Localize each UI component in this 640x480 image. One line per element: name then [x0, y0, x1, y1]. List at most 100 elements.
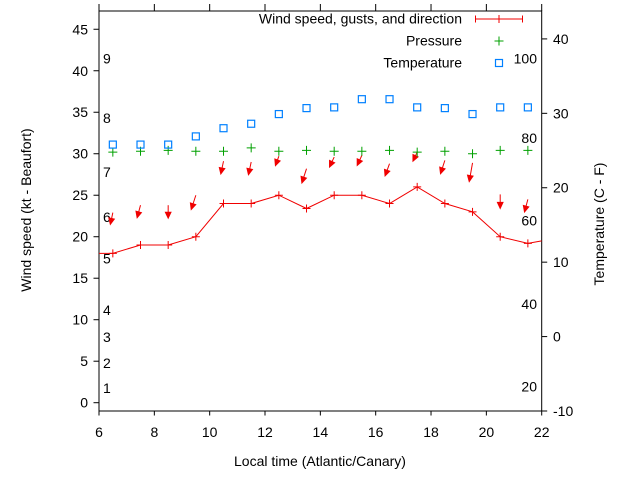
- wind-speed-point: [385, 199, 394, 208]
- y-left-tick-label: 40: [72, 63, 88, 79]
- y-left-tick-label: 5: [80, 353, 88, 369]
- y-left-tick-label: 25: [72, 187, 88, 203]
- y-right-tick-label: 30: [553, 105, 569, 121]
- x-tick-label: 16: [368, 424, 384, 440]
- beaufort-scale-label: 9: [103, 50, 111, 66]
- pressure-point: [329, 146, 339, 156]
- y-right-tick-label: -10: [553, 403, 573, 419]
- fahrenheit-scale-label: 40: [521, 296, 537, 312]
- pressure-point: [246, 143, 256, 153]
- y-left-axis-title: Wind speed (kt - Beaufort): [18, 128, 34, 291]
- plot-border: [98, 10, 543, 412]
- temperature-point: [164, 140, 173, 149]
- legend-sample-pressure: [494, 36, 504, 46]
- beaufort-scale-label: 2: [103, 355, 111, 371]
- y-left-tick-label: 10: [72, 312, 88, 328]
- pressure-point: [440, 146, 450, 156]
- x-tick-label: 10: [202, 424, 218, 440]
- pressure-point: [163, 145, 173, 155]
- wind-gust-arrow-head: [522, 204, 530, 214]
- temperature-point: [357, 95, 366, 104]
- wind-gust-arrow-head: [108, 217, 116, 226]
- x-tick-label: 22: [534, 424, 550, 440]
- pressure-point: [385, 145, 395, 155]
- wind-speed-point: [274, 191, 283, 200]
- x-tick-label: 18: [423, 424, 439, 440]
- wind-speed-point: [108, 249, 117, 258]
- y-left-tick-label: 20: [72, 229, 88, 245]
- pressure-point: [495, 145, 505, 155]
- temperature-point: [496, 103, 505, 112]
- wind-speed-point: [413, 182, 422, 191]
- fahrenheit-scale-label: 100: [514, 50, 538, 66]
- temperature-point: [191, 132, 200, 141]
- temperature-point: [302, 104, 311, 113]
- temperature-point: [523, 103, 532, 112]
- wind-gust-arrow-head: [466, 174, 474, 183]
- temperature-point: [330, 103, 339, 112]
- x-tick-label: 6: [95, 424, 103, 440]
- pressure-point: [219, 146, 229, 156]
- temperature-point: [247, 119, 256, 128]
- y-right-axis-title: Temperature (C - F): [591, 163, 607, 286]
- temperature-point: [108, 140, 117, 149]
- wind-gust-arrow-head: [218, 166, 226, 176]
- wind-speed-point: [496, 232, 505, 241]
- wind-gust-arrow-head: [135, 210, 143, 219]
- pressure-point: [412, 147, 422, 157]
- temperature-point: [274, 109, 283, 119]
- chart-generated-layer: 6 8 10 12 14 16 18 20 22051015202530354045-10010…: [72, 4, 573, 440]
- wind-speed-point: [164, 241, 173, 250]
- beaufort-scale-label: 1: [103, 380, 111, 396]
- beaufort-scale-label: 3: [103, 329, 111, 345]
- wind-gust-arrow-head: [496, 201, 504, 210]
- y-right-tick-label: 40: [553, 31, 569, 47]
- temperature-point: [219, 124, 228, 133]
- temperature-point: [136, 140, 145, 149]
- wind-gust-arrow-head: [189, 202, 197, 211]
- beaufort-scale-label: 8: [103, 110, 111, 126]
- temperature-point: [468, 109, 477, 119]
- y-right-tick-label: 10: [553, 254, 569, 270]
- y-right-tick-label: 20: [553, 180, 569, 196]
- pressure-point: [108, 147, 118, 157]
- beaufort-scale-label: 6: [103, 209, 111, 225]
- wind-gust-arrow-head: [164, 211, 172, 220]
- fahrenheit-scale-label: 60: [521, 212, 537, 228]
- y-left-tick-label: 0: [80, 395, 88, 411]
- y-right-tick-label: 0: [553, 329, 561, 345]
- wind-speed-point: [330, 191, 339, 200]
- y-left-tick-label: 35: [72, 104, 88, 120]
- fahrenheit-scale-label: 80: [521, 130, 537, 146]
- y-left-tick-label: 15: [72, 270, 88, 286]
- wind-gust-arrow-head: [274, 158, 282, 167]
- wind-speed-point: [357, 191, 366, 200]
- y-left-tick-label: 45: [72, 21, 88, 37]
- wind-gust-arrow-head: [439, 166, 446, 175]
- wind-gust-arrow-head: [329, 159, 336, 169]
- wind-speed-point: [440, 199, 449, 208]
- beaufort-scale-label: 7: [103, 164, 111, 180]
- pressure-point: [468, 149, 478, 159]
- legend-label-wind: Wind speed, gusts, and direction: [259, 11, 462, 27]
- wind-speed-point: [302, 204, 311, 213]
- wind-speed-point: [523, 239, 532, 248]
- x-tick-label: 14: [313, 424, 329, 440]
- wind-speed-point: [468, 207, 477, 216]
- wind-gust-arrow-head: [356, 157, 364, 167]
- wind-speed-line: [99, 186, 542, 254]
- wind-speed-point: [219, 199, 228, 208]
- wind-gust-arrow-head: [246, 167, 254, 176]
- temperature-point: [440, 104, 449, 113]
- wind-gust-arrow-head: [383, 168, 391, 178]
- x-axis-title: Local time (Atlantic/Canary): [234, 453, 406, 469]
- pressure-point: [274, 146, 284, 156]
- x-tick-label: 20: [479, 424, 495, 440]
- wind-speed-point: [247, 199, 256, 208]
- wind-speed-point: [191, 232, 200, 241]
- fahrenheit-scale-label: 20: [521, 378, 537, 394]
- temperature-point: [413, 103, 422, 112]
- legend-label-pressure: Pressure: [406, 33, 462, 49]
- beaufort-scale-label: 5: [103, 250, 111, 266]
